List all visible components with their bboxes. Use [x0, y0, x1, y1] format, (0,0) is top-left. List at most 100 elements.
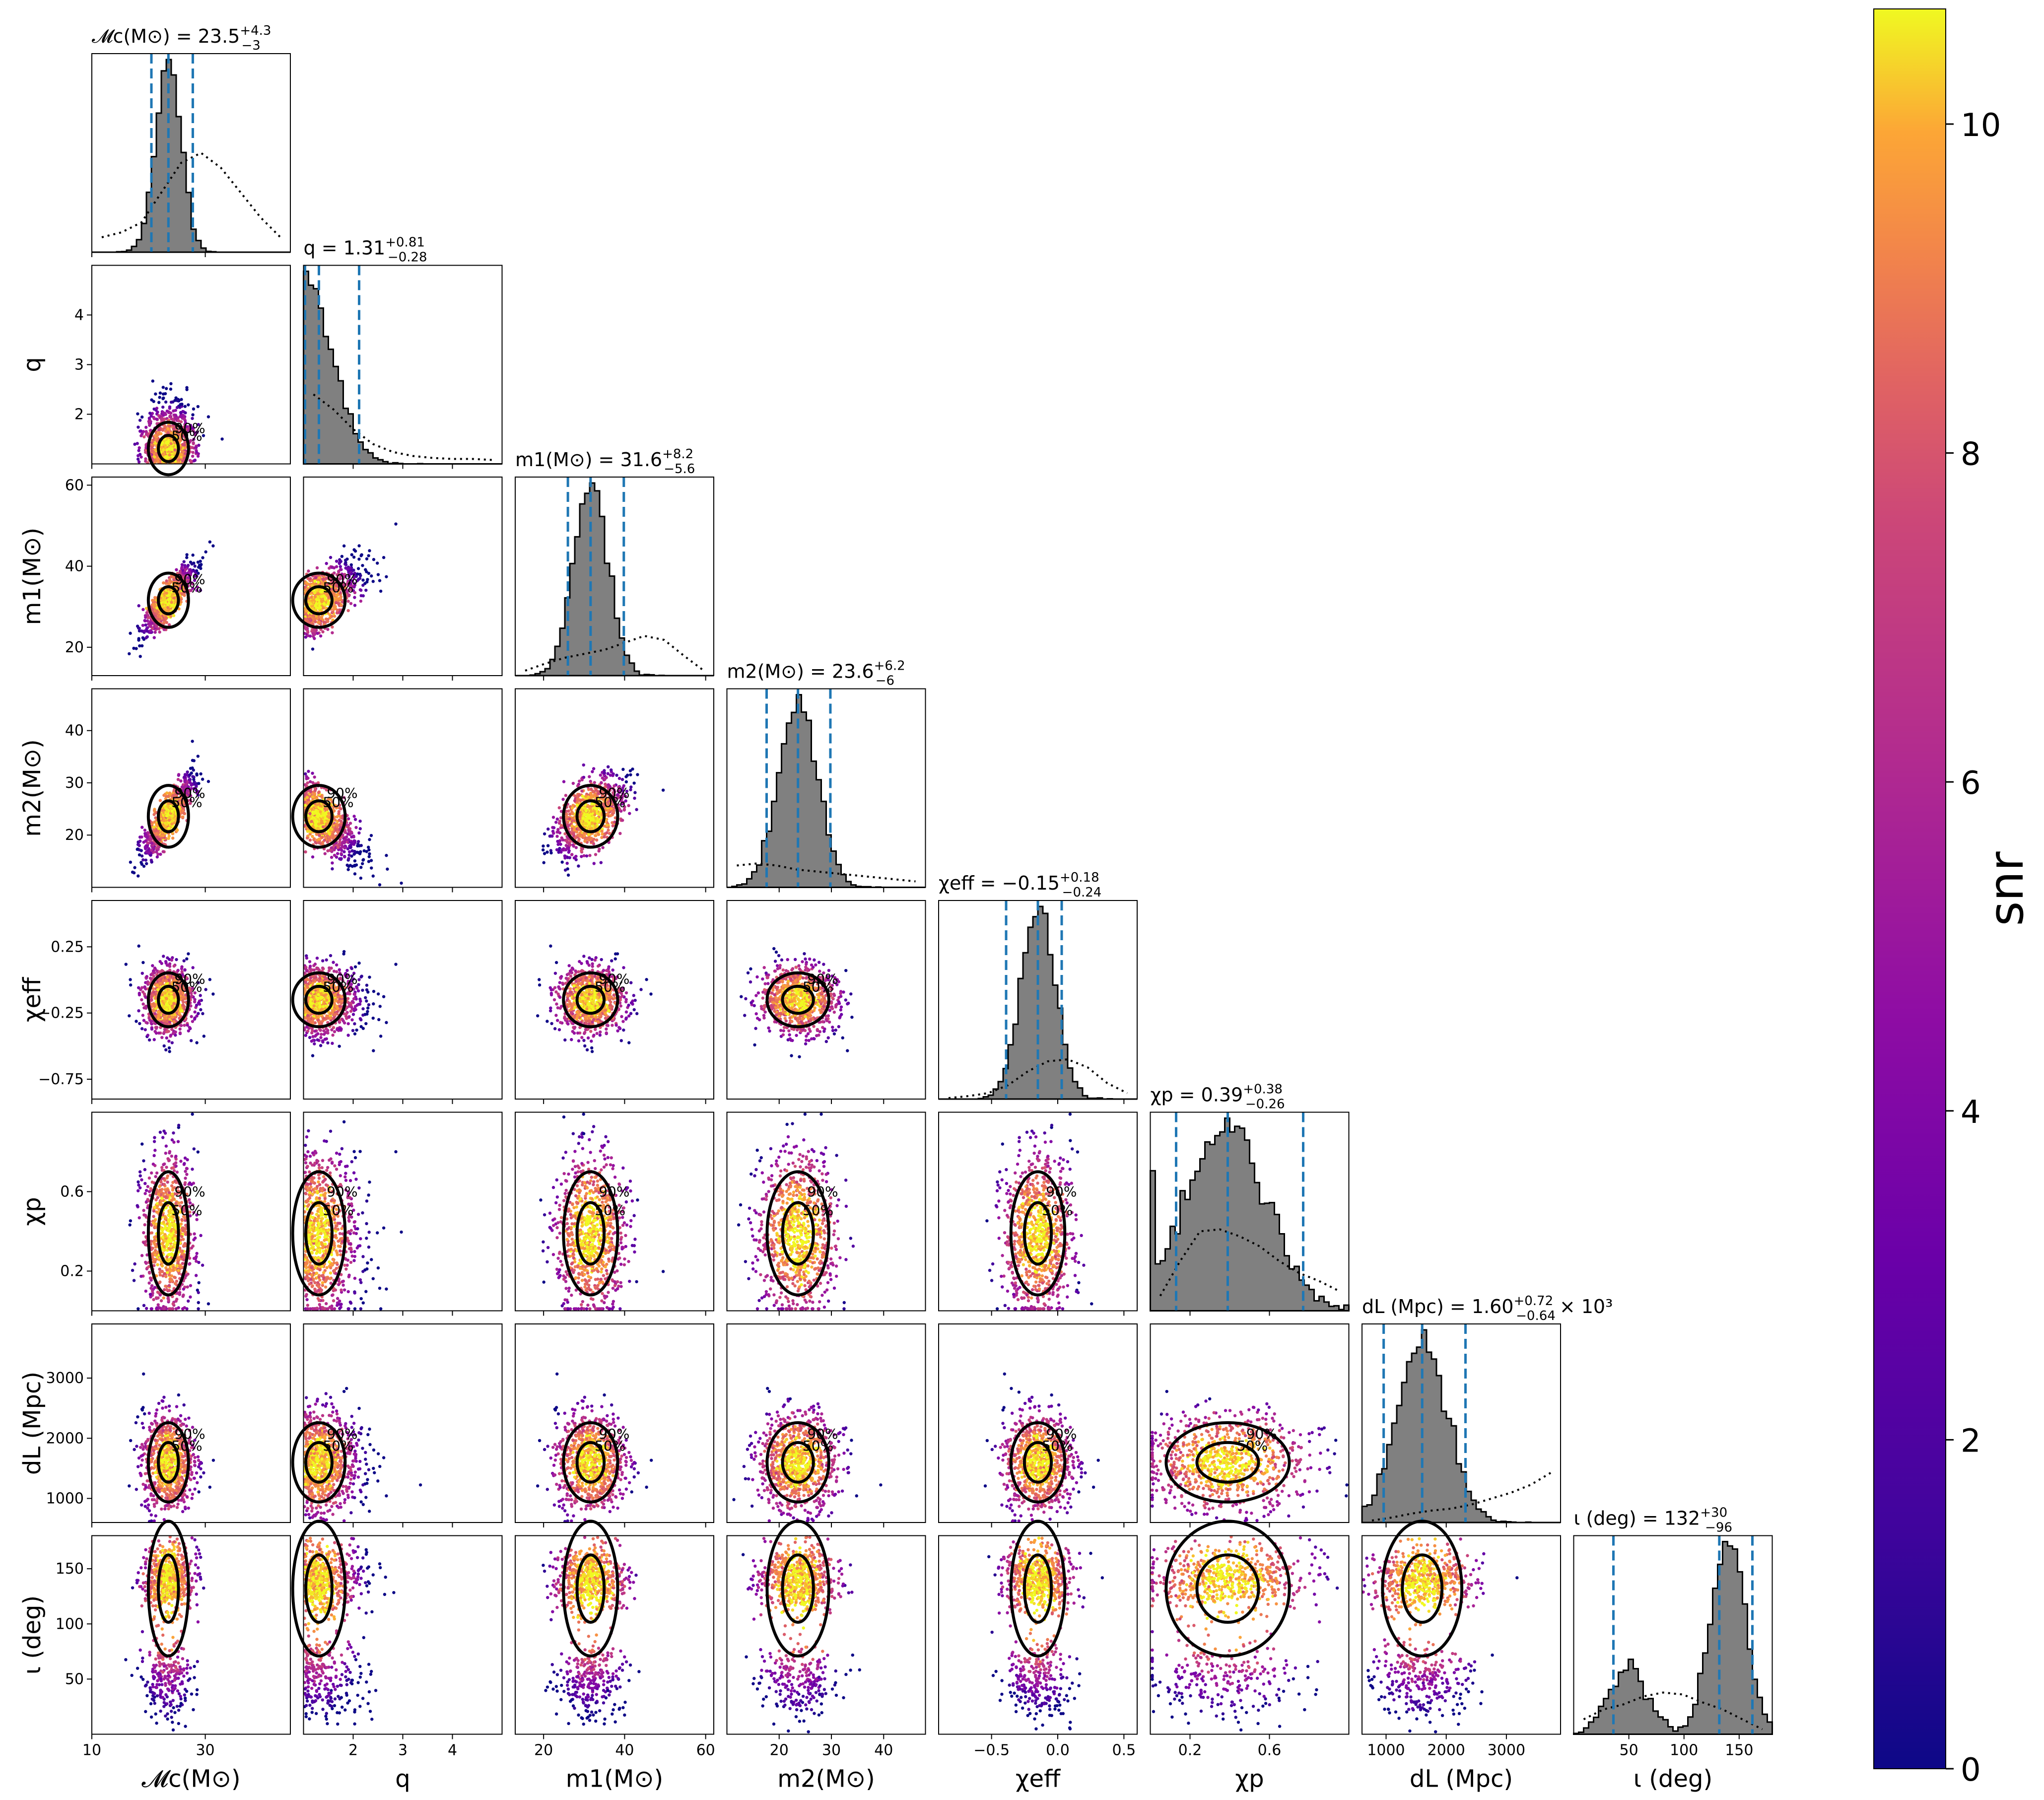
sample-point	[174, 396, 177, 399]
sample-point	[344, 838, 347, 841]
sample-point	[321, 836, 324, 839]
sample-point	[143, 629, 146, 632]
sample-point	[326, 815, 329, 818]
sample-point	[168, 453, 171, 456]
sample-point	[339, 565, 342, 568]
histogram-q	[304, 272, 502, 464]
sample-point	[137, 446, 140, 449]
sample-point	[344, 558, 347, 561]
sample-point	[337, 812, 340, 815]
sample-point	[349, 822, 352, 825]
sample-point	[368, 549, 371, 552]
sample-point	[171, 820, 174, 823]
sample-point	[153, 609, 156, 612]
sample-point	[370, 866, 373, 869]
sample-point	[367, 554, 370, 557]
sample-point	[142, 435, 145, 438]
sample-point	[370, 574, 373, 577]
sample-point	[144, 457, 147, 460]
sample-point	[312, 629, 315, 632]
sample-point	[150, 849, 153, 852]
sample-point	[138, 839, 141, 842]
sample-point	[197, 405, 200, 408]
sample-point	[322, 621, 325, 623]
sample-point	[385, 575, 388, 578]
sample-point	[309, 838, 312, 841]
sample-point	[306, 836, 309, 839]
sample-point	[165, 448, 168, 451]
sample-point	[304, 804, 307, 807]
sample-point	[367, 855, 370, 858]
sample-point	[588, 775, 591, 778]
sample-point	[353, 591, 356, 594]
sample-point	[153, 596, 156, 599]
y-tick-label: 40	[65, 722, 84, 740]
sample-point	[172, 410, 175, 413]
sample-point	[153, 830, 156, 832]
sample-point	[185, 556, 188, 559]
sample-point	[621, 768, 624, 771]
sample-point	[322, 814, 325, 817]
sample-point	[162, 819, 165, 822]
sample-point	[346, 600, 349, 603]
sample-point	[340, 820, 342, 823]
sample-point	[150, 446, 153, 449]
sample-point	[306, 619, 309, 622]
sample-point	[600, 861, 603, 864]
sample-point	[365, 580, 368, 583]
sample-point	[364, 589, 367, 592]
sample-point	[314, 620, 317, 623]
sample-point	[335, 559, 338, 562]
sample-point	[192, 408, 195, 411]
sample-point	[331, 611, 334, 614]
sample-point	[165, 455, 168, 458]
sample-point	[180, 398, 183, 401]
sample-point	[353, 839, 356, 842]
sample-point	[326, 820, 329, 823]
sample-point	[368, 838, 371, 841]
sample-point	[305, 775, 308, 778]
sample-point	[588, 854, 591, 857]
sample-point	[326, 840, 329, 843]
sample-point	[171, 604, 174, 607]
sample-point	[597, 833, 600, 836]
sample-point	[164, 444, 167, 447]
sample-point	[327, 812, 330, 815]
sample-point	[165, 410, 168, 413]
sample-point	[332, 835, 335, 838]
sample-point	[149, 629, 152, 632]
sample-point	[605, 831, 608, 834]
sample-point	[316, 566, 319, 569]
sample-point	[157, 460, 160, 463]
joint-q-m2: 50%90%	[293, 689, 502, 893]
sample-point	[144, 858, 147, 861]
sample-point	[167, 837, 170, 840]
sample-point	[188, 773, 191, 776]
sample-point	[170, 447, 173, 450]
sample-point	[317, 815, 320, 818]
sample-point	[400, 882, 403, 885]
sample-point	[143, 619, 146, 622]
sample-point	[197, 444, 200, 447]
sample-point	[629, 773, 632, 776]
sample-point	[319, 804, 322, 807]
sample-point	[168, 405, 171, 408]
sample-point	[311, 647, 314, 650]
sample-point	[555, 835, 558, 838]
sample-point	[327, 838, 330, 841]
sample-point	[199, 564, 202, 567]
sample-point	[562, 780, 565, 783]
sample-point	[136, 874, 139, 877]
sample-point	[147, 851, 150, 854]
sample-point	[154, 434, 157, 437]
y-tick-label: 20	[65, 827, 84, 844]
sample-point	[171, 815, 174, 818]
sample-point	[197, 455, 200, 458]
sample-point	[345, 864, 348, 867]
sample-point	[181, 460, 184, 463]
sample-point	[133, 866, 136, 869]
sample-point	[145, 862, 148, 865]
sample-point	[139, 455, 142, 458]
title-mc: 𝓜c(M⊙) = 23.5+4.3 −3	[92, 23, 271, 53]
y-tick-label: 30	[65, 774, 84, 792]
